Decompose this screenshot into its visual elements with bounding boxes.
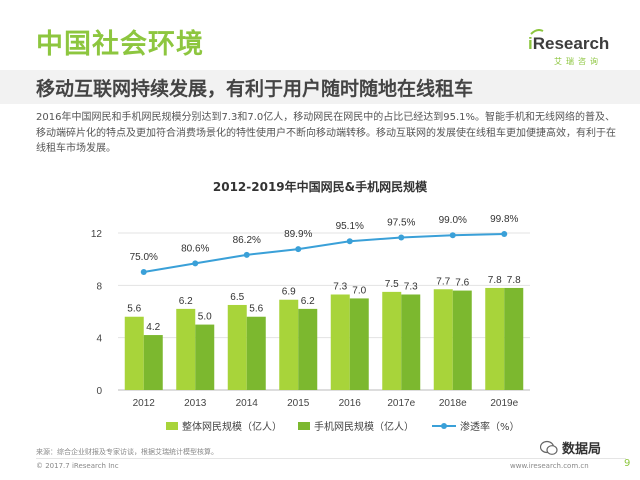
bar-mobile-label: 7.0 — [352, 285, 366, 296]
logo-wordmark: iResearch — [528, 34, 610, 53]
x-tick-label: 2016 — [339, 398, 362, 409]
legend-label-total: 整体网民规模（亿人） — [182, 422, 282, 433]
rate-point — [501, 231, 508, 237]
bar-mobile-label: 7.8 — [507, 275, 521, 286]
rate-point — [295, 246, 302, 253]
rate-label: 80.6% — [181, 243, 209, 254]
legend-label-mobile: 手机网民规模（亿人） — [314, 422, 414, 433]
x-tick-label: 2012 — [133, 398, 156, 409]
watermark: 数据局 — [540, 438, 601, 457]
logo-subtitle: 艾瑞咨询 — [554, 57, 602, 66]
source-note: 来源：综合企业财报及专家访谈，根据艾瑞统计模型核算。 — [36, 448, 218, 456]
website-url: www.iresearch.com.cn — [510, 462, 589, 470]
rate-label: 97.5% — [387, 218, 415, 229]
y-tick-label: 0 — [96, 386, 102, 397]
bar-mobile — [401, 294, 421, 390]
bar-total-label: 7.7 — [436, 276, 450, 287]
logo-swoosh-icon — [530, 29, 544, 35]
rate-line — [143, 233, 505, 273]
bar-total — [124, 316, 144, 390]
page-title: 中国社会环境 — [36, 29, 204, 60]
copyright: © 2017.7 iResearch Inc — [36, 462, 119, 470]
bar-total — [485, 287, 505, 390]
rate-label: 99.0% — [439, 215, 467, 226]
legend-swatch-total — [166, 421, 178, 430]
chart-legend: 整体网民规模（亿人） 手机网民规模（亿人） 渗透率（%） — [0, 418, 640, 434]
slide-subtitle: 移动互联网持续发展，有利于用户随时随地在线租车 — [36, 78, 474, 100]
bar-mobile-label: 4.2 — [146, 322, 160, 333]
rate-point — [346, 238, 353, 245]
bar-total-label: 6.9 — [282, 287, 296, 298]
rate-point — [140, 269, 147, 275]
rate-point — [192, 260, 199, 267]
iresearch-logo: iResearch 艾瑞咨询 — [528, 29, 610, 74]
bar-total-label: 7.8 — [488, 275, 502, 286]
bar-mobile-label: 6.2 — [301, 296, 315, 307]
legend-swatch-mobile — [298, 421, 310, 430]
bar-mobile-label: 5.6 — [249, 304, 263, 315]
rate-point — [398, 234, 405, 241]
chat-bubble-icon — [540, 440, 558, 455]
chart-title: 2012-2019年中国网民&手机网民规模 — [212, 180, 428, 194]
x-tick-label: 2013 — [184, 398, 207, 409]
bar-mobile — [143, 335, 163, 390]
body-paragraph: 2016年中国网民和手机网民规模分别达到7.3和7.0亿人，移动网民在网民中的占… — [36, 112, 616, 154]
x-tick-label: 2018e — [439, 398, 467, 409]
bar-mobile — [246, 316, 266, 390]
watermark-text: 数据局 — [562, 442, 602, 457]
legend-item-mobile: 手机网民规模（亿人） — [298, 418, 414, 433]
rate-point — [449, 232, 456, 239]
bar-mobile — [298, 308, 318, 390]
bar-mobile-label: 7.6 — [455, 278, 469, 289]
bar-mobile — [349, 298, 369, 390]
y-tick-label: 12 — [91, 229, 103, 240]
x-tick-label: 2019e — [490, 398, 518, 409]
subtitle-band — [0, 70, 640, 104]
bar-total-label: 7.5 — [385, 279, 399, 290]
y-tick-label: 8 — [96, 281, 102, 292]
bar-mobile — [504, 287, 524, 390]
page-number: 9 — [624, 458, 631, 469]
bar-total — [176, 308, 196, 390]
legend-swatch-rate — [432, 421, 456, 431]
x-tick-label: 2017e — [387, 398, 415, 409]
bar-total — [227, 304, 247, 390]
rate-label: 86.2% — [233, 235, 261, 246]
bar-mobile — [195, 324, 215, 390]
rate-label: 75.0% — [130, 252, 158, 263]
bar-total-label: 5.6 — [127, 304, 141, 315]
bar-total-label: 6.5 — [230, 292, 244, 303]
x-tick-label: 2015 — [287, 398, 310, 409]
x-tick-label: 2014 — [236, 398, 259, 409]
bar-total-label: 6.2 — [179, 296, 193, 307]
bar-mobile-label: 5.0 — [198, 312, 212, 323]
rate-label: 89.9% — [284, 229, 312, 240]
rate-label: 99.8% — [490, 214, 518, 225]
legend-item-total: 整体网民规模（亿人） — [166, 418, 282, 433]
rate-point — [243, 251, 250, 258]
bar-total — [279, 299, 299, 390]
legend-label-rate: 渗透率（%） — [460, 422, 520, 433]
y-tick-label: 4 — [96, 334, 102, 345]
bar-mobile-label: 7.3 — [404, 281, 418, 292]
header: 中国社会环境 iResearch 艾瑞咨询 — [0, 0, 640, 120]
bar-total-label: 7.3 — [333, 281, 347, 292]
footer-divider — [36, 458, 626, 459]
bar-total — [330, 294, 350, 390]
bar-total — [433, 289, 453, 390]
bar-total — [382, 291, 402, 390]
rate-label: 95.1% — [336, 221, 364, 232]
bar-mobile — [452, 290, 472, 390]
legend-item-rate: 渗透率（%） — [432, 418, 520, 433]
